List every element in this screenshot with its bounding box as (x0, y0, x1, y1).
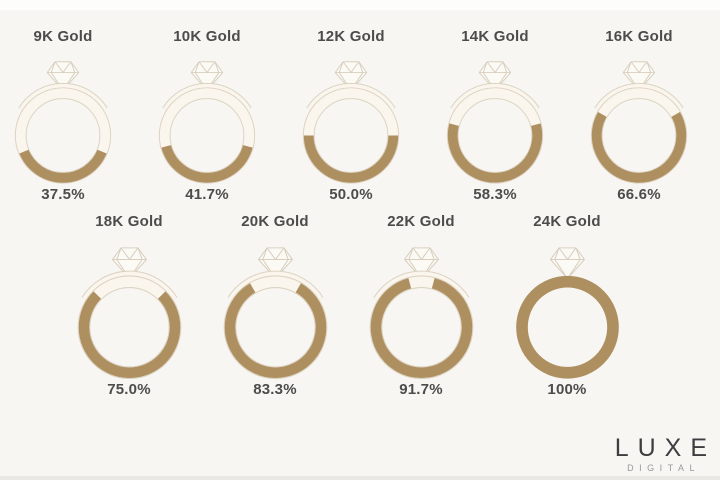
purity-percentage: 41.7% (185, 185, 229, 203)
gold-purity-arc (78, 290, 180, 378)
karat-label: 22K Gold (387, 212, 455, 230)
diamond-icon (190, 61, 224, 91)
gold-purity-arc (303, 135, 399, 183)
diamond-icon (478, 61, 512, 91)
karat-label: 14K Gold (461, 28, 529, 45)
karat-card-22k-gold: 22K Gold 91.7% (356, 213, 486, 398)
karat-card-12k-gold: 12K Gold 50.0% (291, 28, 411, 203)
logo-wordmark: LUXE (614, 434, 716, 462)
karat-card-16k-gold: 16K Gold 66.6% (579, 28, 699, 203)
gold-purity-arc (515, 275, 619, 379)
gold-purity-arc (161, 144, 253, 183)
diamond-icon (334, 61, 368, 91)
diamond-icon (46, 61, 80, 91)
diamond-icon (403, 247, 439, 279)
top-strip (0, 0, 720, 10)
ring-gauge (515, 247, 619, 379)
karat-card-14k-gold: 14K Gold 58.3% (435, 28, 555, 203)
purity-percentage: 100% (547, 380, 587, 398)
gold-purity-arc (591, 111, 687, 183)
bottom-strip (0, 476, 720, 480)
karat-card-18k-gold: 18K Gold 75.0% (64, 213, 194, 398)
gold-purity-arc (370, 277, 472, 378)
karat-label: 9K Gold (33, 28, 93, 45)
ring-gauge (446, 61, 544, 184)
karat-label: 16K Gold (605, 28, 673, 45)
diamond-icon (257, 247, 293, 279)
karat-card-10k-gold: 10K Gold 41.7% (147, 28, 267, 203)
gold-purity-arc (447, 123, 543, 183)
ring-gauge (14, 61, 112, 184)
diamond-icon (549, 247, 585, 279)
luxe-digital-logo: LUXE DIGITAL (615, 436, 707, 473)
purity-percentage: 66.6% (617, 185, 661, 203)
karat-label: 18K Gold (95, 212, 163, 230)
karat-card-24k-gold: 24K Gold 100% (502, 213, 632, 398)
ring-gauge (223, 247, 327, 379)
purity-percentage: 37.5% (41, 185, 85, 203)
gold-purity-arc (19, 149, 107, 183)
logo-subtitle: DIGITAL (627, 463, 701, 473)
diamond-icon (111, 247, 147, 279)
purity-percentage: 50.0% (329, 185, 373, 203)
purity-percentage: 91.7% (399, 380, 443, 398)
ring-gauge (77, 247, 181, 379)
karat-label: 20K Gold (241, 212, 309, 230)
karat-label: 12K Gold (317, 28, 385, 45)
purity-percentage: 58.3% (473, 185, 517, 203)
diamond-icon (622, 61, 656, 91)
karat-row-top: 9K Gold 37.5% 10K Gold 41.7% 12K Gold 50.0% 14… (0, 0, 711, 203)
karat-card-9k-gold: 9K Gold 37.5% (3, 28, 123, 203)
karat-card-20k-gold: 20K Gold 83.3% (210, 213, 340, 398)
purity-percentage: 83.3% (253, 380, 297, 398)
purity-percentage: 75.0% (107, 380, 151, 398)
gold-purity-arc (224, 282, 326, 378)
ring-gauge (369, 247, 473, 379)
ring-gauge (590, 61, 688, 184)
karat-label: 24K Gold (533, 212, 601, 230)
ring-gauge (302, 61, 400, 184)
ring-gauge (158, 61, 256, 184)
karat-label: 10K Gold (173, 28, 241, 45)
karat-row-bottom: 18K Gold 75.0% 20K Gold 83.3% 22K Gold 91.7% 2… (0, 203, 708, 398)
